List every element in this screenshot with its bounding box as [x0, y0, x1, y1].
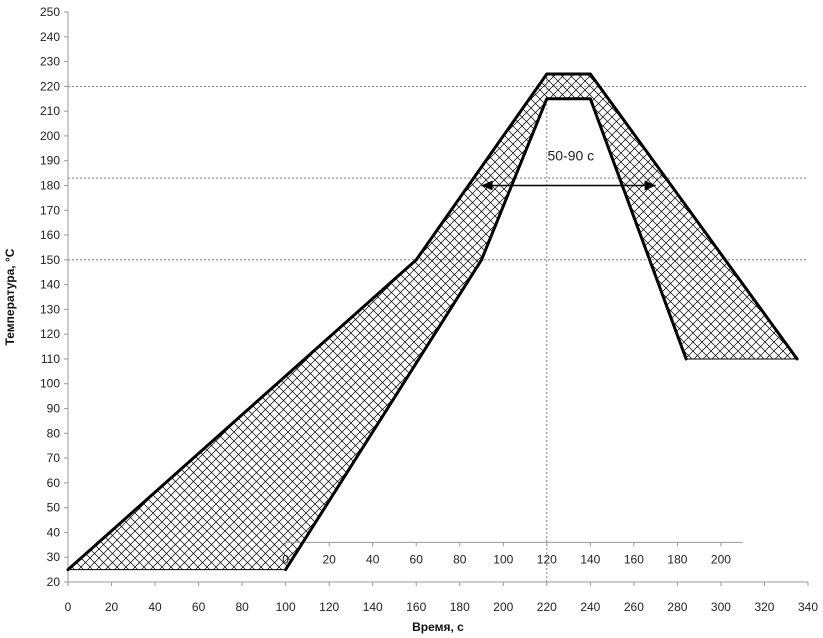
x-tick-label: 280	[667, 600, 687, 614]
y-tick-label: 80	[47, 426, 61, 440]
x-tick-label: 80	[235, 600, 249, 614]
x-axis-title: Время, с	[412, 620, 464, 634]
y-tick-label: 100	[40, 377, 60, 391]
y-tick-label: 220	[40, 79, 60, 93]
inner-x-tick-label: 0	[282, 552, 289, 566]
inner-x-tick-label: 200	[711, 552, 731, 566]
y-tick-label: 230	[40, 55, 60, 69]
arrow-left-head	[481, 180, 493, 191]
y-tick-label: 130	[40, 302, 60, 316]
inner-x-tick-label: 100	[493, 552, 513, 566]
y-tick-label: 170	[40, 203, 60, 217]
duration-annotation: 50-90 с	[547, 148, 594, 164]
x-tick-label: 0	[65, 600, 72, 614]
inner-x-tick-label: 40	[366, 552, 380, 566]
y-tick-label: 150	[40, 253, 60, 267]
y-tick-label: 160	[40, 228, 60, 242]
y-tick-label: 20	[47, 575, 61, 589]
x-tick-label: 260	[624, 600, 644, 614]
x-tick-label: 320	[754, 600, 774, 614]
y-tick-label: 90	[47, 402, 61, 416]
y-tick-label: 190	[40, 154, 60, 168]
x-tick-label: 40	[148, 600, 162, 614]
y-tick-label: 110	[41, 352, 60, 366]
inner-x-axis: 0 20 40 60 80 100 120 140 160 180 200	[282, 541, 743, 566]
x-tick-label: 300	[711, 600, 731, 614]
y-tick-label: 120	[40, 327, 60, 341]
x-tick-label: 160	[406, 600, 426, 614]
y-tick-label: 140	[40, 278, 60, 292]
annotation-group: 50-90 с	[481, 148, 656, 191]
inner-x-tick-label: 20	[322, 552, 336, 566]
x-tick-label: 200	[493, 600, 513, 614]
x-tick-label: 20	[105, 600, 119, 614]
y-tick-label: 30	[47, 550, 61, 564]
y-tick-label: 250	[40, 5, 60, 19]
hatched-band-area	[68, 73, 798, 570]
inner-x-tick-label: 140	[580, 552, 600, 566]
x-tick-label: 60	[192, 600, 206, 614]
y-tick-label: 210	[40, 104, 60, 118]
x-tick-label: 100	[276, 600, 296, 614]
inner-x-tick-label: 180	[667, 552, 687, 566]
y-tick-label: 180	[40, 178, 60, 192]
y-tick-label: 240	[40, 30, 60, 44]
inner-x-tick-label: 120	[537, 552, 557, 566]
outer-envelope-line	[66, 72, 799, 572]
axes: 20 30 40 50 60 70 80 90 100 110 120 130 140 150 160 170…	[40, 5, 818, 614]
x-tick-label: 240	[580, 600, 600, 614]
y-tick-label: 60	[47, 476, 61, 490]
x-tick-label: 120	[319, 600, 339, 614]
x-tick-label: 140	[363, 600, 383, 614]
y-axis-title: Температура, °C	[3, 248, 17, 345]
inner-x-tick-label: 160	[624, 552, 644, 566]
x-tick-label: 340	[798, 600, 818, 614]
inner-x-tick-label: 80	[453, 552, 467, 566]
y-tick-label: 200	[40, 129, 60, 143]
inner-x-tick-label: 60	[410, 552, 424, 566]
arrow-right-head	[644, 180, 656, 191]
y-tick-label: 50	[47, 501, 61, 515]
y-tick-label: 40	[47, 525, 61, 539]
y-tick-label: 70	[47, 451, 61, 465]
x-tick-label: 220	[537, 600, 557, 614]
shaded-band	[68, 73, 798, 570]
x-tick-label: 180	[450, 600, 470, 614]
